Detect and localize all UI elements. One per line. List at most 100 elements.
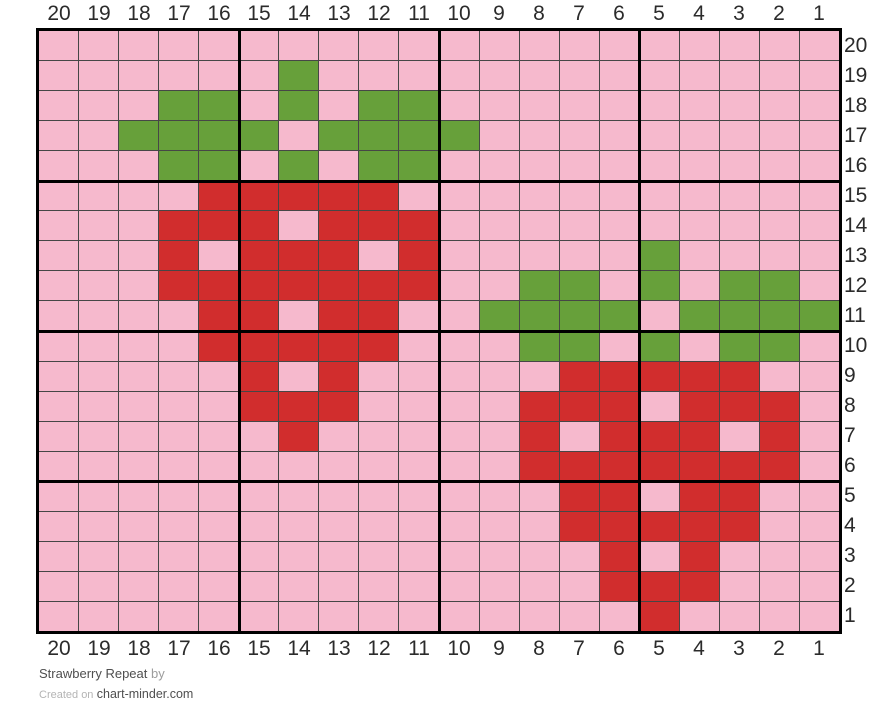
grid-cell [479, 361, 519, 391]
column-label: 3 [733, 637, 745, 660]
grid-cell [39, 211, 79, 241]
grid-cell [399, 571, 439, 601]
grid-cell [559, 91, 599, 121]
grid-cell [39, 241, 79, 271]
grid-cell [599, 361, 639, 391]
grid-cell [79, 511, 119, 541]
grid-cell [119, 601, 159, 631]
grid-cell [279, 331, 319, 361]
grid-cell [359, 151, 399, 181]
grid-cell [399, 451, 439, 481]
grid-cell [679, 481, 719, 511]
grid-cell [119, 331, 159, 361]
grid-cell [399, 241, 439, 271]
grid-cell [559, 601, 599, 631]
grid-cell [79, 451, 119, 481]
grid-cell [599, 481, 639, 511]
grid-cell [199, 481, 239, 511]
grid-cell [359, 61, 399, 91]
grid-cell [79, 91, 119, 121]
grid-cell [39, 511, 79, 541]
row-label: 10 [844, 334, 868, 357]
grid-cell [399, 271, 439, 301]
grid-cell [359, 421, 399, 451]
grid-cell [239, 331, 279, 361]
grid-cell [559, 361, 599, 391]
grid-cell [479, 301, 519, 331]
grid-cell [319, 511, 359, 541]
footer-credit-line: Created on chart-minder.com [39, 687, 193, 701]
grid-cell [199, 31, 239, 61]
grid-cell [479, 451, 519, 481]
grid-cell [359, 271, 399, 301]
grid-cell [399, 541, 439, 571]
grid-cell [159, 181, 199, 211]
grid-cell [759, 481, 799, 511]
grid-cell [799, 121, 839, 151]
grid-cell [159, 511, 199, 541]
grid-cell [559, 31, 599, 61]
row-label: 17 [844, 124, 868, 147]
grid-cell [119, 31, 159, 61]
grid-cell [119, 91, 159, 121]
row-label: 6 [844, 454, 856, 477]
column-label: 2 [773, 2, 785, 25]
grid-cell [639, 181, 679, 211]
grid-cell [359, 511, 399, 541]
grid-cell [239, 481, 279, 511]
grid-cell [479, 61, 519, 91]
grid-cell [559, 301, 599, 331]
grid-cell [319, 301, 359, 331]
grid-cell [119, 241, 159, 271]
column-label: 13 [327, 2, 351, 25]
grid-cell [679, 511, 719, 541]
grid-cell [519, 91, 559, 121]
grid-cell [239, 421, 279, 451]
grid-cell [279, 121, 319, 151]
grid-cell [199, 511, 239, 541]
grid-cell [519, 511, 559, 541]
grid-cell [759, 451, 799, 481]
grid-cell [679, 271, 719, 301]
grid-cell [399, 61, 439, 91]
grid-cell [239, 451, 279, 481]
grid-cell [759, 241, 799, 271]
grid-cell [599, 391, 639, 421]
grid-cell [799, 241, 839, 271]
grid-cell [479, 241, 519, 271]
grid-cell [239, 211, 279, 241]
column-label: 13 [327, 637, 351, 660]
grid-cell [239, 361, 279, 391]
grid-cell [199, 541, 239, 571]
grid-cell [719, 511, 759, 541]
grid-cell [239, 181, 279, 211]
thick-gridline-horizontal [39, 479, 839, 483]
column-label: 1 [813, 2, 825, 25]
grid-cell [559, 181, 599, 211]
column-label: 2 [773, 637, 785, 660]
grid-cell [399, 211, 439, 241]
grid-cell [319, 241, 359, 271]
grid-cell [399, 331, 439, 361]
grid-cell [559, 61, 599, 91]
row-label: 8 [844, 394, 856, 417]
grid-cell [239, 241, 279, 271]
grid-cell [319, 361, 359, 391]
grid-cell [119, 391, 159, 421]
grid-cell [679, 421, 719, 451]
grid-cell [679, 211, 719, 241]
grid-cell [599, 571, 639, 601]
grid-cell [159, 481, 199, 511]
column-label: 3 [733, 2, 745, 25]
grid-cell [559, 421, 599, 451]
column-label: 12 [367, 2, 391, 25]
grid-cell [119, 571, 159, 601]
grid-cell [559, 271, 599, 301]
grid-cell [39, 331, 79, 361]
grid-cell [599, 31, 639, 61]
grid-cell [279, 511, 319, 541]
grid-cell [559, 511, 599, 541]
grid-cell [639, 481, 679, 511]
grid-cell [639, 31, 679, 61]
grid-cell [679, 451, 719, 481]
